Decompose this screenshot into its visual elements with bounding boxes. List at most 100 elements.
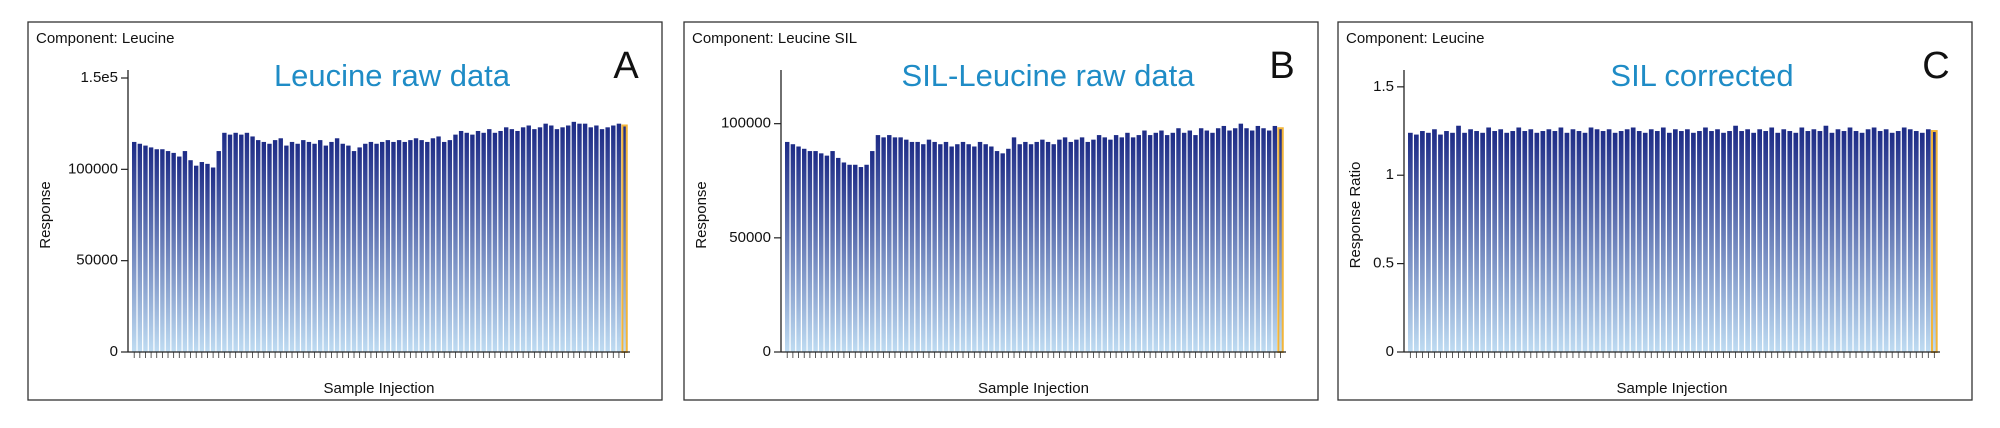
bar <box>616 123 622 353</box>
chart-panel: Component: Leucine SIL 0 50000 100000 Respon… <box>683 21 1319 401</box>
bar <box>1877 131 1883 352</box>
bar <box>1215 128 1221 352</box>
x-axis-label: Sample Injection <box>1617 380 1728 397</box>
bar <box>1450 132 1455 352</box>
bar <box>1074 139 1079 352</box>
bar <box>1034 141 1039 352</box>
annotation: SIL-Leucine raw data <box>902 58 1196 93</box>
bar <box>1125 132 1130 352</box>
bar <box>1925 129 1931 352</box>
bar <box>1540 131 1546 352</box>
bar <box>1612 132 1618 352</box>
bar <box>1102 137 1107 352</box>
bar <box>1907 129 1913 352</box>
bar <box>357 147 362 352</box>
bar <box>233 132 238 352</box>
bar <box>955 144 960 352</box>
bar <box>1606 129 1612 352</box>
bar <box>1266 130 1272 352</box>
bar <box>334 138 340 352</box>
bar <box>1468 129 1473 352</box>
bar <box>1255 125 1261 352</box>
bar <box>932 141 937 352</box>
bar <box>464 132 469 352</box>
bar <box>1426 132 1431 352</box>
bar <box>1564 132 1570 352</box>
bar <box>1221 125 1227 352</box>
bar <box>1853 131 1859 352</box>
bar <box>1204 130 1210 352</box>
bar <box>1486 127 1491 353</box>
bar <box>830 151 835 352</box>
bar <box>1006 148 1011 352</box>
bar <box>1534 132 1540 352</box>
bar <box>1170 132 1176 352</box>
bar <box>785 141 790 352</box>
bar <box>605 127 610 352</box>
bar <box>1576 131 1582 352</box>
bar <box>1227 130 1232 352</box>
bar <box>318 140 323 352</box>
bar <box>1751 132 1756 352</box>
bar <box>1232 128 1238 352</box>
bar <box>346 145 351 352</box>
y-tick-label: 0 <box>1386 343 1394 360</box>
bar <box>1113 135 1119 352</box>
bar <box>165 151 171 352</box>
bar <box>560 127 565 352</box>
bar <box>1642 132 1648 352</box>
bar <box>977 141 983 352</box>
bar <box>1721 132 1726 352</box>
bar <box>1787 131 1793 352</box>
bar <box>312 143 317 352</box>
bar <box>458 130 464 352</box>
bar <box>1498 129 1504 352</box>
bar <box>972 146 977 352</box>
panel-title: Component: Leucine SIL <box>692 30 857 47</box>
bar <box>408 140 413 352</box>
bar <box>858 167 864 352</box>
bar <box>1883 129 1889 352</box>
bar <box>1249 130 1255 352</box>
y-tick-label: 50000 <box>76 252 118 269</box>
bar <box>983 144 988 352</box>
bar <box>148 147 154 352</box>
bar <box>1660 127 1666 353</box>
bar <box>222 132 227 352</box>
bar <box>1011 137 1017 352</box>
y-tick-label: 0 <box>110 343 118 360</box>
bar <box>1159 130 1164 352</box>
y-axis-label: Response <box>37 181 54 249</box>
y-tick-label: 1.5e5 <box>80 69 118 86</box>
bar <box>351 151 357 352</box>
bar <box>1480 132 1485 352</box>
bar <box>819 153 824 352</box>
bar <box>509 129 515 352</box>
bar <box>205 163 210 352</box>
bar <box>1630 127 1636 353</box>
y-axis-label: Response <box>693 181 710 249</box>
bar <box>1420 131 1425 352</box>
y-tick-label: 1.5 <box>1373 78 1394 95</box>
annotation: SIL corrected <box>1610 58 1793 93</box>
bar <box>1901 127 1907 353</box>
bar <box>549 125 554 352</box>
chart-panel: Component: Leucine 0 0.5 1 1.5 Response Ratio… <box>1337 21 1973 401</box>
x-axis-label: Sample Injection <box>978 380 1089 397</box>
bar <box>1745 129 1750 352</box>
bar <box>1930 130 1938 353</box>
bar <box>1522 131 1528 352</box>
panel-letter: A <box>613 45 639 87</box>
bar <box>261 141 267 352</box>
panel-letter: B <box>1269 45 1294 87</box>
bar <box>881 137 886 352</box>
bar <box>870 151 875 352</box>
bar <box>1057 139 1062 352</box>
y-tick-label: 50000 <box>729 229 771 246</box>
y-tick-label: 0.5 <box>1373 255 1394 272</box>
bar <box>1432 129 1437 352</box>
bar <box>1108 139 1113 352</box>
bar <box>1679 131 1684 352</box>
bar <box>1558 127 1564 353</box>
bar <box>1588 127 1594 353</box>
